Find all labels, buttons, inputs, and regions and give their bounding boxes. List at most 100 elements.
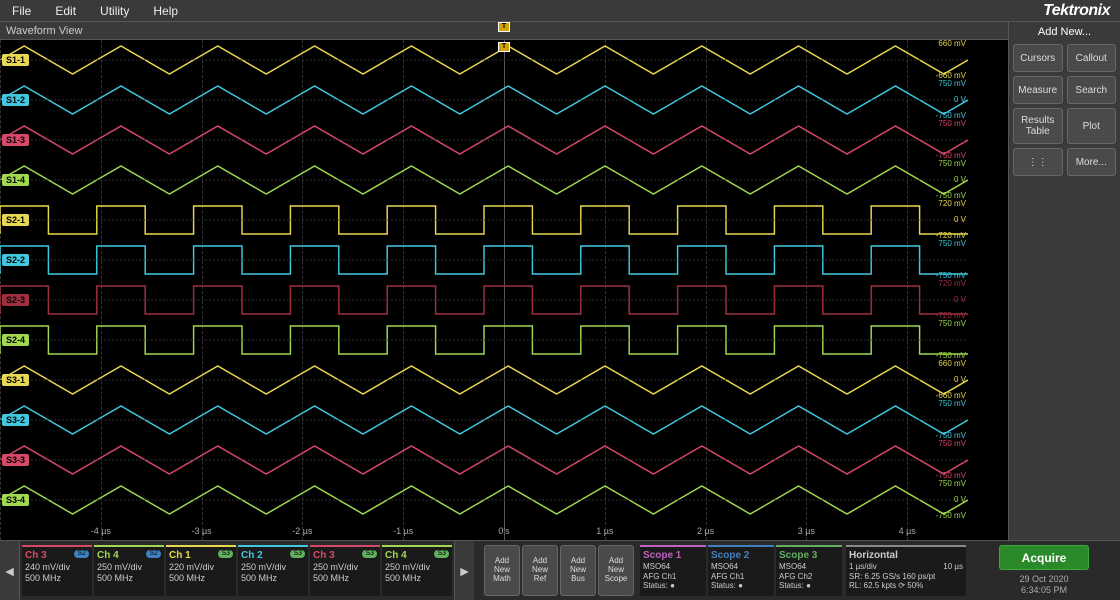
channels-prev-arrow[interactable]: ◄ [0,541,20,600]
trace-row-S1-4: S1-4 750 mV0 V-750 mV [0,160,968,200]
trace-values: 750 mV0 V-750 mV [936,480,966,520]
trace-label[interactable]: S1-3 [2,134,29,146]
menu-utility[interactable]: Utility [100,4,129,18]
trace-value: 660 mV [936,360,966,368]
trace-waveform [0,360,968,400]
right-btn-6[interactable]: ⋮⋮ [1013,148,1063,176]
trace-value: 750 mV [936,240,966,248]
main-area: Waveform View T T -4 µs-3 µs-2 µs-1 µs0'… [0,22,1120,540]
trigger-marker-top[interactable]: T [498,22,510,32]
add-buttons: AddNewMathAddNewRefAddNewBusAddNewScope [480,541,638,600]
trace-label[interactable]: S3-1 [2,374,29,386]
trace-label[interactable]: S1-4 [2,174,29,186]
trace-waveform [0,40,968,80]
trace-values: 750 mV0 V-750 mV [936,160,966,200]
axis-label: 4 µs [899,526,916,536]
trace-row-S1-2: S1-2750 mV0 V-750 mV [0,80,968,120]
channel-1[interactable]: Ch 4S2250 mV/div500 MHz [94,545,164,596]
scope-source: AFG Ch2 [779,572,839,582]
trace-label[interactable]: S2-1 [2,214,29,226]
brand-logo: Tektronix [1043,2,1110,20]
right-btn-0[interactable]: Cursors [1013,44,1063,72]
bottom-bar: ◄ Ch 3S2240 mV/div500 MHzCh 4S2250 mV/di… [0,540,1120,600]
trace-value: 750 mV [936,160,966,168]
channel-3[interactable]: Ch 2S3250 mV/div500 MHz [238,545,308,596]
channel-badge: S3 [362,550,377,558]
trace-value: 0 V [936,376,966,384]
trace-row-S1-3: S1-3 750 mV-750 mV [0,120,968,160]
channel-5[interactable]: Ch 4S3250 mV/div500 MHz [382,545,452,596]
menu-help[interactable]: Help [153,4,178,18]
axis-label: 3 µs [798,526,815,536]
channel-bw: 500 MHz [385,573,449,584]
channel-scale: 250 mV/div [385,562,449,573]
trace-value: 750 mV [936,400,966,408]
trace-label[interactable]: S2-2 [2,254,29,266]
trace-label[interactable]: S3-3 [2,454,29,466]
scope-1[interactable]: Scope 1MSO64AFG Ch1Status: ● [640,545,706,596]
axis-label: -3 µs [191,526,211,536]
trace-label[interactable]: S2-3 [2,294,29,306]
trace-value: 720 mV [936,200,966,208]
scope-model: MSO64 [779,562,839,572]
trace-row-S3-4: S3-4 750 mV0 V-750 mV [0,480,968,520]
trace-label[interactable]: S1-1 [2,54,29,66]
trace-label[interactable]: S1-2 [2,94,29,106]
channel-bw: 500 MHz [25,573,89,584]
right-btn-2[interactable]: Measure [1013,76,1063,104]
trace-value: -750 mV [936,512,966,520]
trace-values: 660 mV-660 mV [936,40,966,80]
add-btn-bus[interactable]: AddNewBus [560,545,596,596]
right-btn-4[interactable]: Results Table [1013,108,1063,144]
acquire-button[interactable]: Acquire [999,545,1089,570]
add-new-title: Add New... [1013,26,1116,38]
channel-2[interactable]: Ch 1S3220 mV/div500 MHz [166,545,236,596]
menu-file[interactable]: File [12,4,31,18]
scope-model: MSO64 [711,562,771,572]
horizontal-timediv: 1 µs/div [849,562,877,572]
scope-source: AFG Ch1 [643,572,703,582]
time-axis: -4 µs-3 µs-2 µs-1 µs0's1 µs2 µs3 µs4 µs [0,526,1008,538]
trace-values: 750 mV-750 mV [936,240,966,280]
trace-value: 750 mV [936,440,966,448]
right-btn-7[interactable]: More... [1067,148,1117,176]
trace-value: 0 V [936,296,966,304]
scope-name: Scope 3 [779,550,839,562]
waveform-title: Waveform View [6,25,82,37]
trace-value: 750 mV [936,120,966,128]
right-btn-5[interactable]: Plot [1067,108,1117,144]
waveform-canvas[interactable]: T -4 µs-3 µs-2 µs-1 µs0's1 µs2 µs3 µs4 µ… [0,40,1008,540]
trace-values: 750 mV-750 mV [936,120,966,160]
horizontal-panel[interactable]: Horizontal 1 µs/div10 µs SR: 6.25 GS/s 1… [846,545,966,596]
horizontal-samplerate: SR: 6.25 GS/s 160 ps/pt [849,572,963,582]
axis-label: 0's [498,526,509,536]
scope-3[interactable]: Scope 3MSO64AFG Ch2Status: ● [776,545,842,596]
right-btn-1[interactable]: Callout [1067,44,1117,72]
trace-label[interactable]: S3-2 [2,414,29,426]
add-btn-scope[interactable]: AddNewScope [598,545,634,596]
channels-next-arrow[interactable]: ► [454,541,474,600]
add-btn-math[interactable]: AddNewMath [484,545,520,596]
trace-label[interactable]: S3-4 [2,494,29,506]
channel-scale: 220 mV/div [169,562,233,573]
acquire-area: Acquire 29 Oct 2020 6:34:05 PM [968,541,1120,600]
channel-scale: 250 mV/div [97,562,161,573]
channel-badge: S3 [290,550,305,558]
channel-0[interactable]: Ch 3S2240 mV/div500 MHz [22,545,92,596]
right-btn-3[interactable]: Search [1067,76,1117,104]
channel-scale: 250 mV/div [241,562,305,573]
scope-2[interactable]: Scope 2MSO64AFG Ch1Status: ● [708,545,774,596]
trace-values: 750 mV-750 mV [936,320,966,360]
waveform-area: Waveform View T T -4 µs-3 µs-2 µs-1 µs0'… [0,22,1008,540]
trace-label[interactable]: S2-4 [2,334,29,346]
channel-4[interactable]: Ch 3S3250 mV/div500 MHz [310,545,380,596]
trace-values: 750 mV-750 mV [936,440,966,480]
trace-waveform [0,400,968,440]
scope-status: Status: ● [711,581,771,591]
trace-values: 720 mV0 V-720 mV [936,200,966,240]
add-btn-ref[interactable]: AddNewRef [522,545,558,596]
trace-waveform [0,240,968,280]
menu-edit[interactable]: Edit [55,4,76,18]
time-display: 6:34:05 PM [1019,585,1068,596]
trigger-marker-t[interactable]: T [498,42,510,52]
